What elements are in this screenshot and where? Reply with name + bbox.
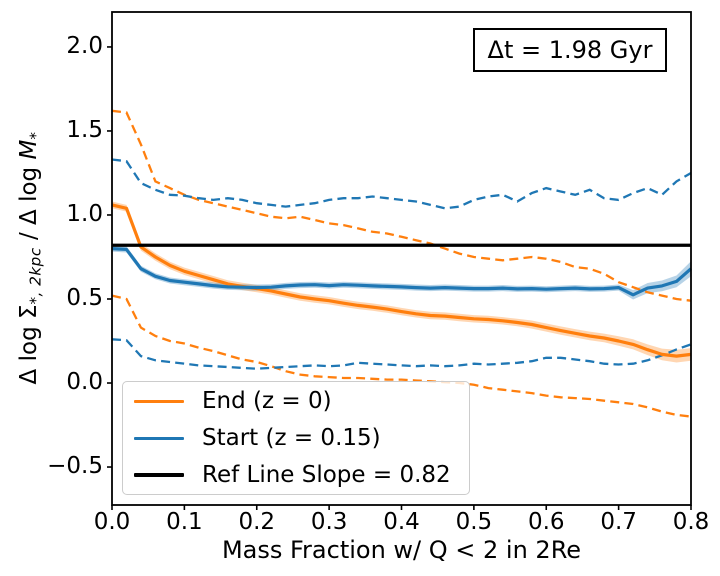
y-tick-label: −0.5 [47,453,103,480]
scatter-line [111,158,692,210]
y-tick-label: 1.5 [66,116,103,143]
y-tick-label: 2.0 [66,32,103,59]
x-tick-label: 0.4 [383,509,420,535]
x-tick-label: 0.8 [672,509,710,535]
axes-spines [111,11,692,506]
x-tick-label: 0.0 [93,509,131,535]
plot-area [107,11,693,510]
annotation-box: Δt = 1.98 Gyr [473,28,667,72]
y-axis-label: Δ log Σ*, 2kpc / Δ log M* [14,48,44,468]
legend-item: End (z = 0) [123,383,469,420]
median-line [111,203,692,358]
x-tick-label: 0.7 [600,509,637,535]
scatter-line [111,338,692,370]
scatter-line [111,109,692,302]
median-line [111,247,693,297]
legend-item: Ref Line Slope = 0.82 [123,457,469,494]
y-axis-label-text: Δ log Σ*, 2kpc / Δ log M* [16,132,44,385]
legend-label: Start (z = 0.15) [202,425,381,451]
legend-label: Ref Line Slope = 0.82 [202,462,451,488]
legend-label: End (z = 0) [202,388,332,414]
legend-item: Start (z = 0.15) [123,420,469,457]
x-tick-label: 0.3 [310,509,348,535]
legend: End (z = 0) Start (z = 0.15) Ref Line Slop… [122,381,470,495]
x-tick-label: 0.6 [527,509,565,535]
x-tick-label: 0.1 [166,509,203,535]
y-tick-label: 1.0 [66,200,103,227]
x-tick-label: 0.5 [455,509,493,535]
y-tick-label: 0.5 [66,284,103,311]
legend-line-sample [134,436,184,440]
scatter-line [111,294,692,418]
legend-line-sample [134,399,184,403]
x-axis-label: Mass Fraction w/ Q < 2 in 2Re [221,536,582,564]
scatter-band [112,201,691,363]
x-tick-label: 0.2 [238,509,276,535]
annotation-text: Δt = 1.98 Gyr [487,36,653,64]
legend-line-sample [134,473,184,477]
y-tick-label: 0.0 [66,369,103,395]
